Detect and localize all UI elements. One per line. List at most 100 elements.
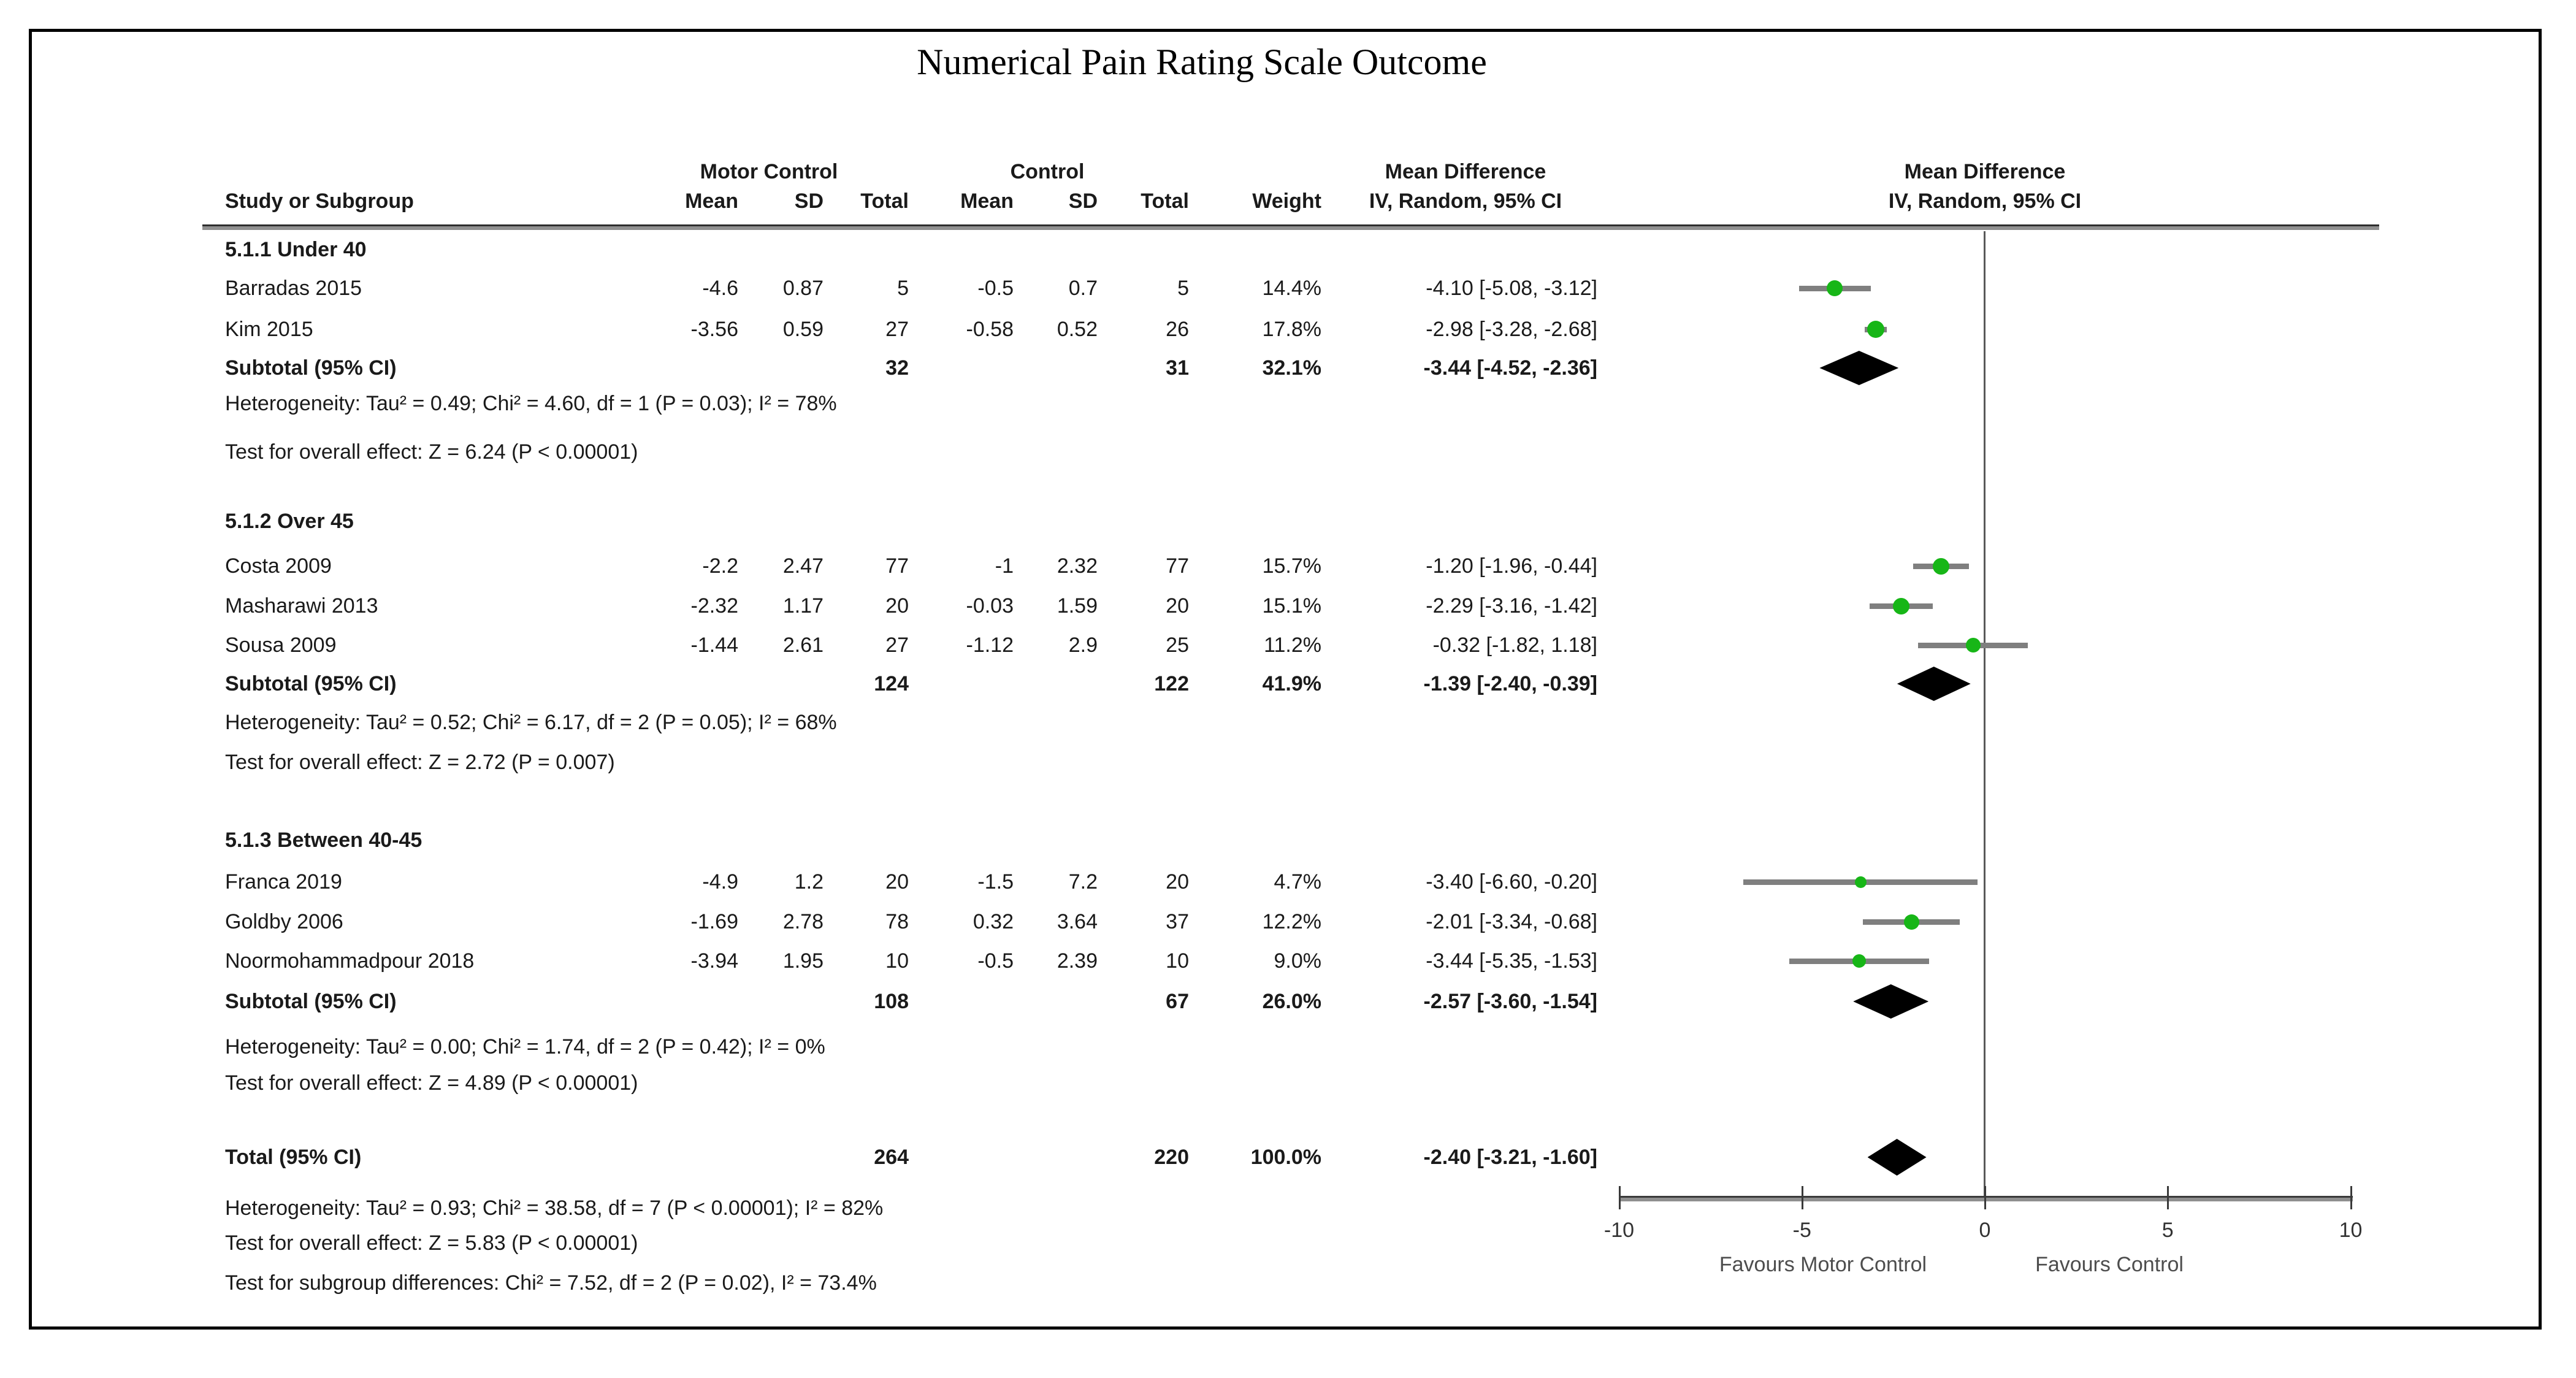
header-mc-total: Total	[860, 189, 909, 213]
cell-c-sd: 2.32	[1057, 554, 1098, 578]
subtotal-label: Subtotal (95% CI)	[225, 356, 397, 380]
cell-c-total: 26	[1166, 318, 1189, 341]
study-label: Masharawi 2013	[225, 594, 378, 618]
axis-tick	[2167, 1186, 2169, 1209]
total-overall-effect-text: Test for overall effect: Z = 5.83 (P < 0…	[225, 1231, 638, 1255]
subgroup-heterogeneity-text: Heterogeneity: Tau² = 0.49; Chi² = 4.60,…	[225, 392, 837, 415]
axis-tick	[1801, 1186, 1803, 1209]
cell-mc-mean: -1.44	[690, 633, 739, 657]
cell-weight: 4.7%	[1274, 870, 1322, 894]
cell-c-total: 10	[1166, 949, 1189, 973]
header-motor-control: Motor Control	[700, 160, 838, 183]
header-control: Control	[1010, 160, 1085, 183]
cell-ci-text: -2.98 [-3.28, -2.68]	[1426, 318, 1597, 341]
cell-ci-text: -0.32 [-1.82, 1.18]	[1432, 633, 1597, 657]
cell-weight: 15.1%	[1262, 594, 1321, 618]
cell-c-mean: -0.03	[966, 594, 1014, 618]
effect-marker	[1852, 954, 1866, 968]
header-mc-mean: Mean	[685, 189, 738, 213]
cell-mc-total: 5	[897, 277, 909, 300]
subgroup-title: 5.1.1 Under 40	[225, 238, 367, 261]
cell-c-mean: -1	[995, 554, 1014, 578]
subgroup-overall-effect-text: Test for overall effect: Z = 6.24 (P < 0…	[225, 440, 638, 464]
subtotal-cell-mc-total: 32	[885, 356, 909, 380]
effect-marker	[1965, 638, 1981, 653]
favours-left-label: Favours Motor Control	[1719, 1253, 1927, 1276]
plot-zero-line	[1984, 231, 1986, 1197]
cell-mc-mean: -3.94	[690, 949, 739, 973]
subtotal-cell-ci-text: -1.39 [-2.40, -0.39]	[1423, 672, 1597, 695]
subtotal-cell-ci-text: -3.44 [-4.52, -2.36]	[1423, 356, 1597, 380]
cell-c-mean: -1.5	[977, 870, 1014, 894]
total-label: Total (95% CI)	[225, 1146, 362, 1169]
header-c-sd: SD	[1068, 189, 1098, 213]
subtotal-cell-mc-total: 108	[874, 990, 909, 1013]
cell-mc-mean: -1.69	[690, 910, 739, 933]
subgroup-overall-effect-text: Test for overall effect: Z = 2.72 (P = 0…	[225, 751, 615, 774]
header-iv-random-plot: IV, Random, 95% CI	[1888, 189, 2082, 213]
cell-weight: 12.2%	[1262, 910, 1321, 933]
cell-weight: 17.8%	[1262, 318, 1321, 341]
axis-tick-label: 5	[2161, 1219, 2174, 1242]
header-c-mean: Mean	[960, 189, 1014, 213]
subtotal-cell-c-total: 31	[1166, 356, 1189, 380]
cell-mc-sd: 1.2	[794, 870, 824, 894]
effect-marker	[1892, 597, 1909, 614]
header-mean-difference-plot: Mean Difference	[1904, 160, 2066, 183]
study-label: Sousa 2009	[225, 633, 337, 657]
total-heterogeneity-text: Heterogeneity: Tau² = 0.93; Chi² = 38.58…	[225, 1196, 884, 1220]
header-study-or-subgroup: Study or Subgroup	[225, 189, 414, 213]
cell-mc-total: 27	[885, 318, 909, 341]
cell-c-total: 5	[1177, 277, 1189, 300]
cell-mc-total: 78	[885, 910, 909, 933]
subgroup-overall-effect-text: Test for overall effect: Z = 4.89 (P < 0…	[225, 1071, 638, 1095]
figure-title: Numerical Pain Rating Scale Outcome	[917, 42, 1487, 82]
total-cell-c-total: 220	[1154, 1146, 1189, 1169]
study-label: Franca 2019	[225, 870, 342, 894]
axis-tick-label: 10	[2339, 1219, 2363, 1242]
plot-axis-line	[1619, 1196, 2353, 1201]
study-label: Noormohammadpour 2018	[225, 949, 475, 973]
cell-mc-mean: -4.6	[702, 277, 738, 300]
header-rule	[202, 224, 2379, 230]
cell-mc-sd: 2.78	[782, 910, 824, 933]
subgroup-title: 5.1.3 Between 40-45	[225, 829, 422, 852]
effect-marker	[1827, 280, 1843, 296]
cell-mc-sd: 1.95	[782, 949, 824, 973]
cell-weight: 9.0%	[1274, 949, 1322, 973]
cell-c-sd: 2.9	[1068, 633, 1098, 657]
cell-mc-mean: -4.9	[702, 870, 738, 894]
effect-marker	[1903, 914, 1919, 930]
header-iv-random-table: IV, Random, 95% CI	[1369, 189, 1562, 213]
axis-tick-label: -5	[1792, 1219, 1811, 1242]
cell-c-sd: 0.7	[1068, 277, 1098, 300]
cell-c-mean: -0.58	[966, 318, 1014, 341]
cell-mc-sd: 2.61	[782, 633, 824, 657]
effect-marker	[1932, 557, 1949, 575]
header-weight: Weight	[1252, 189, 1321, 213]
axis-tick-label: 0	[1979, 1219, 1991, 1242]
subtotal-cell-c-total: 67	[1166, 990, 1189, 1013]
cell-mc-mean: -3.56	[690, 318, 739, 341]
subtotal-label: Subtotal (95% CI)	[225, 990, 397, 1013]
cell-ci-text: -2.29 [-3.16, -1.42]	[1426, 594, 1597, 618]
cell-c-total: 20	[1166, 870, 1189, 894]
subtotal-cell-weight: 26.0%	[1262, 990, 1321, 1013]
subtotal-cell-mc-total: 124	[874, 672, 909, 695]
cell-mc-total: 27	[885, 633, 909, 657]
cell-c-total: 77	[1166, 554, 1189, 578]
total-cell-weight: 100.0%	[1250, 1146, 1321, 1169]
figure-border	[29, 29, 2542, 1330]
subtotal-label: Subtotal (95% CI)	[225, 672, 397, 695]
subgroup-title: 5.1.2 Over 45	[225, 510, 354, 533]
total-cell-ci-text: -2.40 [-3.21, -1.60]	[1423, 1146, 1597, 1169]
cell-mc-total: 10	[885, 949, 909, 973]
cell-mc-sd: 0.59	[782, 318, 824, 341]
cell-ci-text: -2.01 [-3.34, -0.68]	[1426, 910, 1597, 933]
cell-weight: 11.2%	[1264, 633, 1321, 657]
cell-c-mean: -0.5	[977, 949, 1014, 973]
axis-tick-label: -10	[1603, 1219, 1635, 1242]
cell-weight: 14.4%	[1262, 277, 1321, 300]
cell-c-sd: 1.59	[1057, 594, 1098, 618]
